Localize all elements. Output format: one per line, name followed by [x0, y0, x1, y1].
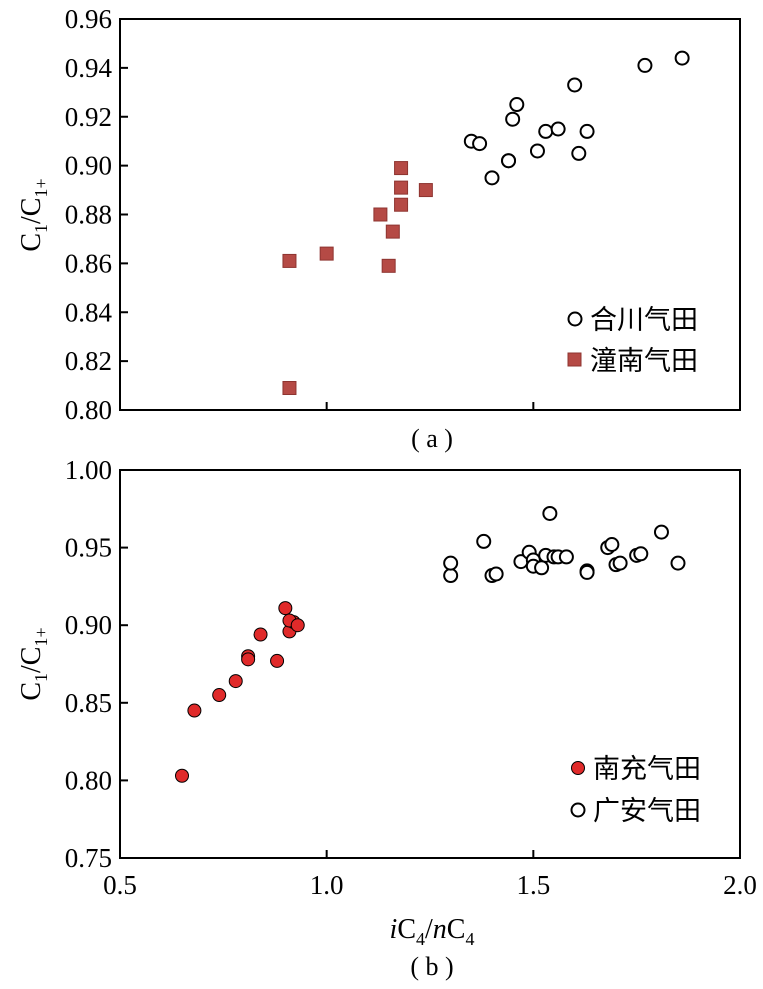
y-tick-label: 0.96	[65, 4, 112, 34]
y-tick-label: 0.94	[65, 53, 113, 83]
data-point-square	[381, 258, 396, 273]
y-tick-label: 1.00	[65, 455, 112, 485]
data-point-filled-circle	[212, 688, 227, 703]
data-point-open-circle	[529, 143, 545, 159]
y-tick-label: 0.75	[65, 843, 112, 873]
panel-b-x-axis-title: iC4/nC4	[390, 914, 475, 949]
y-tick-label: 0.80	[65, 395, 112, 425]
data-point-filled-circle	[241, 652, 256, 667]
data-point-square	[394, 161, 409, 176]
panel-a-label: ( a )	[411, 424, 453, 453]
data-point-open-circle	[538, 123, 554, 139]
y-tick-label: 0.80	[65, 765, 112, 795]
y-tick-label: 0.90	[65, 610, 112, 640]
data-point-filled-circle	[270, 653, 285, 668]
data-point-square	[418, 183, 433, 198]
legend-a-label-2: 潼南气田	[590, 346, 698, 377]
x-tick-label: 0.5	[103, 870, 137, 900]
data-point-open-circle	[534, 560, 550, 576]
y-tick-label: 0.95	[65, 533, 112, 563]
data-point-open-circle	[505, 111, 521, 127]
data-point-open-circle	[612, 555, 628, 571]
data-point-filled-circle	[175, 768, 189, 783]
data-point-open-circle	[550, 121, 566, 137]
data-point-filled-circle	[290, 618, 305, 633]
y-tick-label: 0.82	[65, 346, 112, 376]
data-point-square	[394, 180, 409, 195]
data-point-open-circle	[579, 564, 595, 580]
panel-a-y-axis-title: C1/C1+	[16, 178, 51, 251]
panel-a: 0.80 0.82 0.84 0.86 0.88 0.90 0.92 0.94 0.96 C1/…	[16, 4, 741, 453]
legend-open-circle-marker	[570, 802, 586, 818]
y-tick-label: 0.86	[65, 248, 112, 278]
panel-b: 0.75 0.80 0.85 0.90 0.95 1.00 0.5 1.0 1.5 2.0 C1…	[16, 455, 757, 981]
y-tick-label: 0.84	[65, 297, 113, 327]
data-point-open-circle	[604, 536, 620, 552]
panel-b-label: ( b )	[410, 952, 453, 981]
data-point-open-circle	[637, 57, 653, 73]
panel-b-x-ticks: 0.5 1.0 1.5 2.0	[103, 850, 757, 900]
legend-filled-square-marker	[567, 352, 582, 367]
data-point-open-circle	[501, 153, 517, 169]
data-point-square	[394, 197, 409, 212]
data-point-filled-circle	[278, 601, 293, 616]
x-tick-label: 1.5	[516, 870, 550, 900]
y-tick-label: 0.85	[65, 688, 112, 718]
data-point-filled-circle	[187, 703, 202, 718]
x-tick-label: 2.0	[723, 870, 757, 900]
panel-a-points	[282, 50, 690, 396]
legend-b-label-2: 广安气田	[593, 796, 701, 827]
data-point-square	[385, 224, 400, 239]
data-point-open-circle	[542, 505, 558, 521]
panel-b-legend: 南充气田 广安气田	[570, 754, 701, 827]
data-point-open-circle	[670, 555, 686, 571]
data-point-open-circle	[567, 77, 583, 93]
data-point-square	[282, 253, 297, 268]
data-point-open-circle	[674, 50, 690, 66]
data-point-open-circle	[484, 170, 500, 186]
panel-b-y-ticks: 0.75 0.80 0.85 0.90 0.95 1.00	[65, 455, 128, 873]
y-tick-label: 0.88	[65, 200, 112, 230]
data-point-open-circle	[443, 568, 459, 584]
data-point-open-circle	[653, 524, 669, 540]
x-tick-label: 1.0	[310, 870, 344, 900]
data-point-square	[373, 207, 388, 222]
data-point-open-circle	[571, 145, 587, 161]
data-point-square	[282, 381, 297, 396]
legend-a-label-1: 合川气田	[590, 305, 698, 336]
panel-b-y-axis-title: C1/C1+	[16, 627, 51, 700]
legend-open-circle-marker	[567, 311, 583, 327]
data-point-filled-circle	[253, 627, 268, 642]
data-point-square	[319, 246, 334, 261]
legend-b-label-1: 南充气田	[593, 754, 701, 785]
data-point-open-circle	[633, 546, 649, 562]
data-point-open-circle	[579, 123, 595, 139]
y-tick-label: 0.92	[65, 102, 112, 132]
data-point-open-circle	[472, 136, 488, 152]
panel-a-legend: 合川气田 潼南气田	[567, 305, 698, 377]
data-point-open-circle	[558, 549, 574, 565]
y-tick-label: 0.90	[65, 151, 112, 181]
data-point-open-circle	[509, 97, 525, 113]
data-point-open-circle	[488, 566, 504, 582]
data-point-filled-circle	[228, 674, 243, 689]
panel-a-y-ticks: 0.80 0.82 0.84 0.86 0.88 0.90 0.92 0.94 0.96	[65, 4, 535, 425]
data-point-open-circle	[476, 533, 492, 549]
panel-b-points	[175, 505, 686, 783]
panel-b-frame	[119, 469, 741, 859]
data-point-open-circle	[443, 555, 459, 571]
legend-filled-circle-marker	[571, 761, 585, 775]
